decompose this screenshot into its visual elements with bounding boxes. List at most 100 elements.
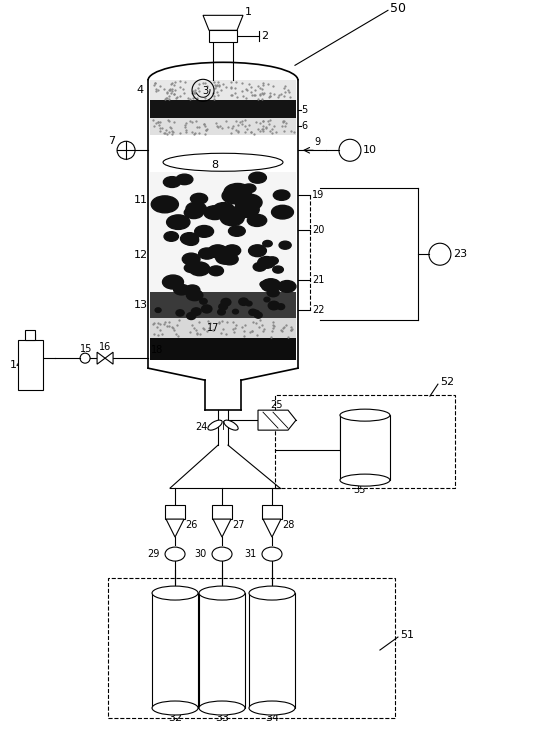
- Polygon shape: [105, 352, 113, 364]
- Text: 23: 23: [453, 249, 467, 260]
- Ellipse shape: [164, 232, 178, 241]
- Ellipse shape: [239, 298, 248, 305]
- Text: 15: 15: [80, 344, 93, 354]
- Ellipse shape: [233, 309, 239, 314]
- Text: 7: 7: [108, 136, 115, 147]
- Ellipse shape: [242, 184, 256, 192]
- Text: 17: 17: [207, 323, 219, 333]
- Ellipse shape: [340, 474, 390, 486]
- Text: 51: 51: [400, 630, 414, 640]
- Text: 1: 1: [245, 7, 252, 17]
- Text: 2: 2: [261, 31, 268, 42]
- Ellipse shape: [219, 303, 227, 310]
- Ellipse shape: [213, 203, 234, 216]
- Ellipse shape: [221, 254, 238, 265]
- Text: 28: 28: [282, 520, 294, 530]
- Bar: [25, 330, 35, 340]
- Ellipse shape: [199, 248, 215, 259]
- Ellipse shape: [273, 190, 290, 200]
- Text: 20: 20: [312, 225, 324, 235]
- Ellipse shape: [209, 266, 224, 276]
- Ellipse shape: [247, 214, 267, 227]
- Ellipse shape: [151, 196, 178, 213]
- Ellipse shape: [155, 308, 161, 313]
- Ellipse shape: [186, 202, 206, 215]
- Text: 29: 29: [147, 549, 159, 559]
- Bar: [18, 340, 43, 390]
- Ellipse shape: [253, 262, 266, 271]
- Bar: [152, 593, 198, 708]
- Ellipse shape: [187, 313, 196, 319]
- Text: 12: 12: [134, 250, 148, 260]
- Ellipse shape: [202, 305, 212, 313]
- Bar: [209, 31, 237, 42]
- Ellipse shape: [189, 262, 210, 276]
- Ellipse shape: [277, 304, 285, 310]
- Ellipse shape: [184, 263, 198, 273]
- Text: 3: 3: [202, 86, 208, 96]
- Ellipse shape: [234, 202, 259, 217]
- Ellipse shape: [200, 298, 207, 304]
- Text: 35: 35: [354, 485, 366, 495]
- Text: 26: 26: [185, 520, 197, 530]
- Polygon shape: [97, 352, 105, 364]
- Ellipse shape: [272, 206, 293, 219]
- Text: 10: 10: [363, 145, 377, 155]
- Text: 16: 16: [99, 342, 111, 352]
- Text: 6: 6: [301, 121, 307, 131]
- Ellipse shape: [176, 174, 193, 184]
- Ellipse shape: [249, 309, 257, 316]
- Ellipse shape: [163, 176, 181, 187]
- Ellipse shape: [225, 208, 246, 221]
- Ellipse shape: [208, 420, 222, 430]
- Ellipse shape: [235, 194, 262, 211]
- Polygon shape: [166, 519, 184, 537]
- Ellipse shape: [208, 245, 228, 258]
- Ellipse shape: [261, 278, 280, 292]
- Ellipse shape: [162, 275, 183, 289]
- Ellipse shape: [167, 215, 190, 230]
- Bar: [249, 593, 295, 708]
- Ellipse shape: [182, 253, 200, 265]
- Text: a: a: [220, 509, 224, 515]
- Ellipse shape: [187, 289, 203, 300]
- Text: 11: 11: [134, 195, 148, 206]
- Ellipse shape: [249, 245, 266, 257]
- Bar: [108, 578, 395, 718]
- Bar: [150, 118, 296, 136]
- Bar: [150, 80, 296, 101]
- Ellipse shape: [260, 281, 269, 287]
- Bar: [212, 505, 232, 519]
- Ellipse shape: [268, 301, 279, 310]
- Text: 27: 27: [232, 520, 244, 530]
- Ellipse shape: [264, 297, 270, 302]
- Text: a: a: [270, 509, 274, 515]
- Ellipse shape: [249, 586, 295, 600]
- Ellipse shape: [176, 310, 184, 316]
- Text: 21: 21: [312, 276, 324, 285]
- Ellipse shape: [195, 225, 213, 238]
- Ellipse shape: [191, 308, 201, 316]
- Text: 25: 25: [270, 400, 282, 410]
- Bar: [150, 338, 296, 360]
- Bar: [262, 505, 282, 519]
- Ellipse shape: [278, 281, 296, 292]
- Ellipse shape: [224, 245, 241, 256]
- Ellipse shape: [165, 547, 185, 561]
- Ellipse shape: [222, 188, 247, 203]
- Ellipse shape: [224, 420, 238, 430]
- Ellipse shape: [224, 184, 251, 200]
- Text: 18: 18: [151, 345, 163, 355]
- Text: 50: 50: [390, 2, 406, 15]
- Ellipse shape: [185, 285, 200, 295]
- Ellipse shape: [279, 241, 291, 249]
- Ellipse shape: [263, 241, 272, 247]
- Text: 34: 34: [265, 713, 279, 723]
- Text: 14: 14: [10, 360, 24, 370]
- Text: 52: 52: [440, 377, 454, 387]
- Text: 19: 19: [312, 190, 324, 200]
- Ellipse shape: [249, 172, 266, 183]
- Text: 31: 31: [244, 549, 256, 559]
- Ellipse shape: [188, 261, 201, 270]
- Polygon shape: [203, 15, 243, 31]
